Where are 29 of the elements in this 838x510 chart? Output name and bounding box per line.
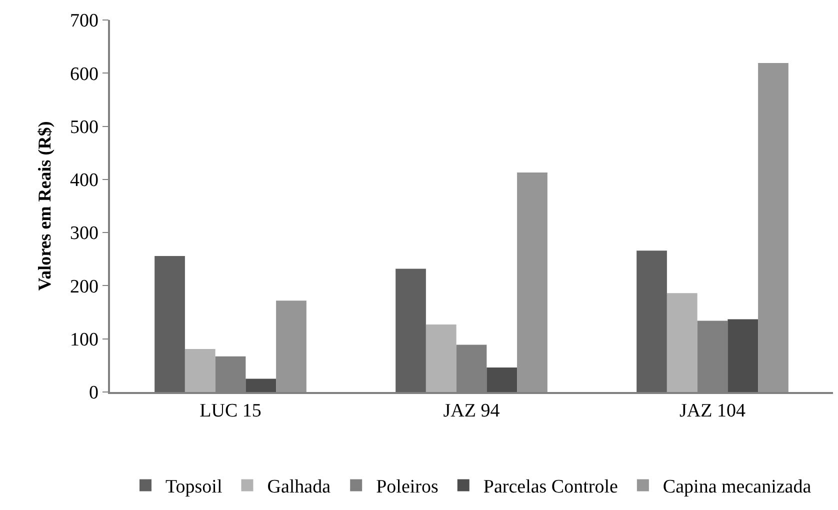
bar bbox=[396, 268, 426, 392]
legend-label: Galhada bbox=[267, 476, 332, 498]
legend-label: Parcelas Controle bbox=[483, 476, 618, 498]
y-tick-label: 100 bbox=[70, 330, 98, 351]
y-tick-label: 500 bbox=[70, 116, 98, 138]
bar bbox=[426, 324, 456, 392]
x-tick-label: JAZ 104 bbox=[680, 400, 746, 422]
legend-label: Topsoil bbox=[166, 476, 222, 498]
bar bbox=[666, 293, 698, 392]
x-tick-label: LUC 15 bbox=[200, 400, 262, 422]
bar bbox=[636, 250, 667, 392]
y-tick-label: 300 bbox=[70, 223, 98, 244]
x-tick-label: JAZ 94 bbox=[443, 400, 500, 422]
legend-label: Poleiros bbox=[376, 476, 438, 498]
bar bbox=[154, 256, 185, 392]
legend-label: Capina mecanizada bbox=[662, 476, 812, 498]
bar bbox=[758, 63, 788, 392]
y-tick-label: 400 bbox=[70, 170, 98, 192]
bar bbox=[276, 300, 306, 392]
bar bbox=[486, 368, 518, 392]
bar bbox=[246, 378, 276, 392]
y-tick-label: 600 bbox=[70, 64, 98, 85]
y-axis-title: Valores em Reais (R$) bbox=[34, 121, 55, 291]
bar bbox=[184, 348, 216, 392]
bar bbox=[517, 172, 548, 392]
bar bbox=[728, 319, 758, 392]
y-tick-label: 0 bbox=[88, 382, 98, 404]
y-tick-label: 700 bbox=[70, 10, 98, 32]
y-tick-label: 200 bbox=[70, 276, 98, 298]
